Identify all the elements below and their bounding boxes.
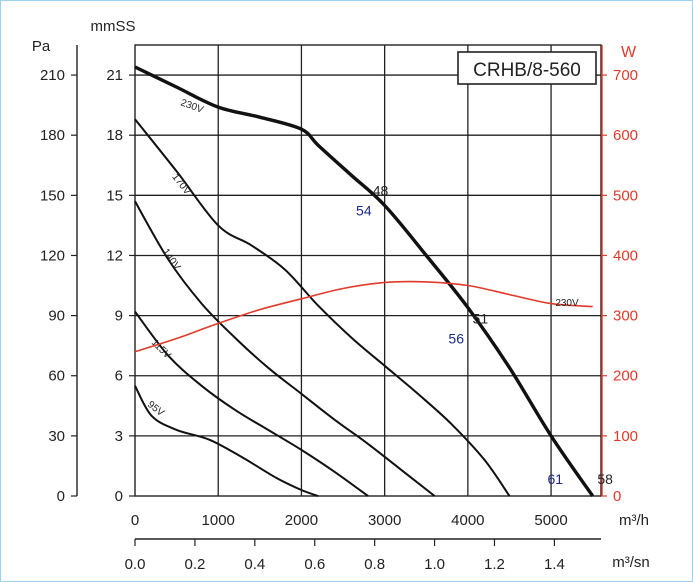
plot-frame	[134, 44, 602, 497]
series-label: 95V	[145, 399, 166, 419]
secondary-x-tick-label: 1.2	[484, 556, 505, 573]
power-tick-label: 0	[613, 488, 621, 505]
operating-point-label: 51	[473, 311, 489, 327]
pa-tick-label: 210	[40, 67, 65, 84]
series-label: 140V	[160, 247, 183, 273]
power-tick-label: 700	[613, 67, 638, 84]
model-title: CRHB/8-560	[473, 60, 581, 81]
secondary-x-tick-label: 0.0	[125, 556, 146, 573]
x-tick-label: 5000	[534, 512, 567, 529]
x-axis-unit: m³/h	[619, 512, 649, 529]
x-tick-label: 0	[131, 512, 139, 529]
secondary-x-tick-label: 0.2	[184, 556, 205, 573]
mmss-tick-label: 12	[106, 247, 123, 264]
x-tick-label: 1000	[202, 512, 235, 529]
secondary-x-tick-label: 0.8	[364, 556, 385, 573]
series-curve-95v-pressure	[134, 385, 319, 497]
operating-point-label: 48	[373, 182, 389, 198]
model-title-box	[457, 51, 597, 85]
power-tick-label: 400	[613, 247, 638, 264]
mmss-tick-label: 15	[106, 187, 123, 204]
power-tick-label: 200	[613, 368, 638, 385]
mmss-tick-label: 21	[106, 67, 123, 84]
pa-tick-label: 90	[48, 308, 65, 325]
secondary-x-axis-unit: m³/sn	[612, 554, 650, 571]
secondary-x-tick-label: 0.4	[244, 556, 265, 573]
power-tick-label: 300	[613, 308, 638, 325]
pa-tick-label: 30	[48, 428, 65, 445]
power-tick-label: 100	[613, 428, 638, 445]
series-curve-230v-power	[134, 280, 593, 353]
pa-tick-label: 0	[57, 488, 65, 505]
secondary-x-tick-label: 1.4	[544, 556, 565, 573]
pa-tick-label: 150	[40, 187, 65, 204]
secondary-x-tick-label: 1.0	[424, 556, 445, 573]
series-curve-140v-pressure	[134, 200, 436, 497]
mmss-tick-label: 18	[106, 127, 123, 144]
power-tick-label: 600	[613, 127, 638, 144]
secondary-x-tick-label: 0.6	[304, 556, 325, 573]
pa-axis-unit: Pa	[32, 38, 51, 55]
power-tick-label: 500	[613, 187, 638, 204]
pa-tick-label: 180	[40, 127, 65, 144]
series-curve-170v-pressure	[134, 118, 511, 497]
mmss-axis-unit: mmSS	[91, 18, 136, 35]
pa-tick-label: 120	[40, 247, 65, 264]
operating-point-label: 56	[448, 331, 464, 347]
series-curve-115v-pressure	[134, 310, 369, 497]
operating-point-label: 58	[597, 471, 613, 487]
x-tick-label: 2000	[285, 512, 318, 529]
series-label: 230V	[555, 298, 579, 309]
power-axis-unit: W	[621, 44, 637, 61]
pa-tick-label: 60	[48, 368, 65, 385]
x-tick-label: 3000	[368, 512, 401, 529]
mmss-tick-label: 3	[115, 428, 123, 445]
operating-point-label: 54	[356, 202, 372, 218]
series-label: 170V	[169, 172, 192, 197]
mmss-tick-label: 0	[115, 488, 123, 505]
x-tick-label: 4000	[451, 512, 484, 529]
series-curve-230v-pressure	[134, 65, 595, 497]
operating-point-label: 61	[547, 471, 563, 487]
mmss-tick-label: 6	[115, 368, 123, 385]
mmss-tick-label: 9	[115, 308, 123, 325]
